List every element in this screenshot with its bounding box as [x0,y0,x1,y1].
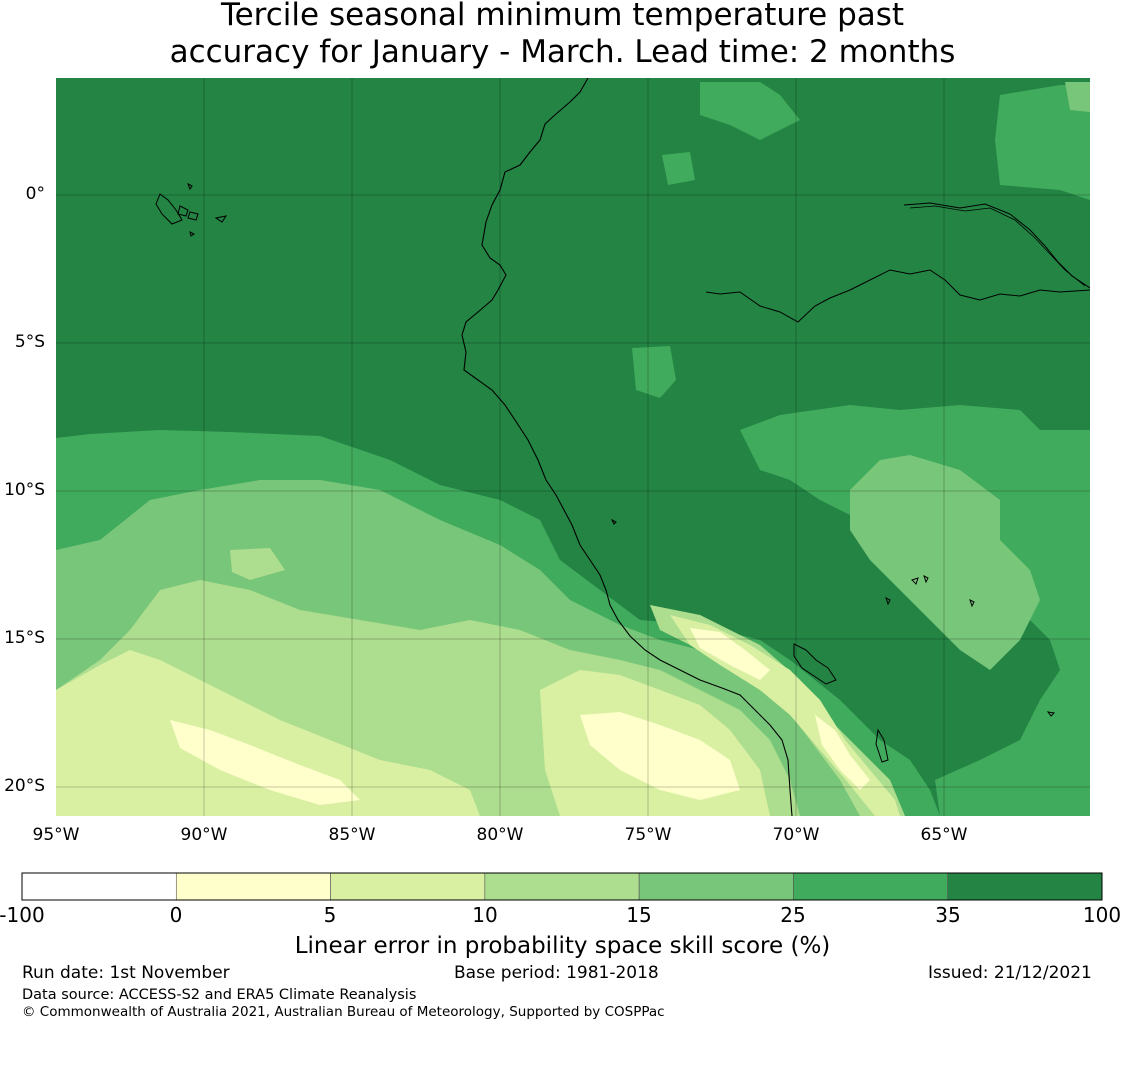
skill-region-0-5-coastal [690,628,770,680]
lon-label-75w: 75°W [624,825,672,845]
skill-region-5-10-ocean [56,650,480,816]
lon-label-80w: 80°W [476,825,524,845]
lake-titicaca [793,643,837,685]
skill-region-25-35-north [700,82,800,140]
colorbar-tick-label: 35 [935,903,961,927]
lat-label-5s: 5°S [14,332,45,352]
skill-region-25-35-east [740,405,1090,816]
lon-label-90w: 90°W [180,825,228,845]
coastline [461,78,793,816]
colorbar [21,872,1103,901]
map-title-line-2: accuracy for January - March. Lead time:… [169,34,956,70]
lon-label-85w: 85°W [328,825,376,845]
amazon-river-north-2 [909,205,1086,287]
colorbar-title: Linear error in probability space skill … [294,933,831,959]
colorbar-cell [21,872,177,901]
colorbar-cell [175,872,331,901]
skill-region-25-35-north2 [662,152,695,185]
data-source: Data source: ACCESS-S2 and ERA5 Climate … [22,987,417,1003]
colorbar-tick-label: 5 [323,903,337,927]
lake-marks [610,518,1056,763]
lon-label-70w: 70°W [772,825,820,845]
colorbar-cell [330,872,486,901]
lon-label-95w: 95°W [32,825,80,845]
skill-region-10-15-patch [230,548,285,580]
colorbar-tick-label: 25 [780,903,806,927]
colorbar-cell [638,872,794,901]
skill-region-0-5-coastal2 [815,715,870,790]
colorbar-tick-label: 0 [169,903,183,927]
skill-score-map [56,78,1090,816]
lat-label-0: 0° [25,184,45,204]
skill-region-0-5-south [580,712,740,800]
skill-region-15-25-east [850,455,1040,670]
lat-label-20s: 20°S [4,776,45,796]
copyright: © Commonwealth of Australia 2021, Austra… [22,1004,665,1020]
run-date: Run date: 1st November [22,963,230,983]
colorbar-cell [947,872,1103,901]
skill-region-25-35-east2 [1060,110,1090,160]
skill-region-0-5-ocean [170,720,360,805]
lat-label-10s: 10°S [4,480,45,500]
base-period: Base period: 1981-2018 [454,963,659,983]
map-gridlines [56,78,1090,816]
issued-date: Issued: 21/12/2021 [928,963,1092,983]
lon-label-65w: 65°W [920,825,968,845]
colorbar-cell [484,872,640,901]
skill-region-25-35-center [632,346,676,398]
colorbar-tick-label: 100 [1082,903,1122,927]
colorbar-cell [793,872,949,901]
colorbar-tick-label: 10 [472,903,498,927]
skill-region-15-25-ne [1065,82,1090,112]
colorbar-tick-label: -100 [0,903,45,927]
colorbar-tick-label: 15 [626,903,652,927]
map-title-line-1: Tercile seasonal minimum temperature pas… [220,0,905,33]
lat-label-15s: 15°S [4,628,45,648]
amazon-river [705,269,1090,323]
galapagos-islands [155,182,228,237]
amazon-river-north [903,202,1090,289]
